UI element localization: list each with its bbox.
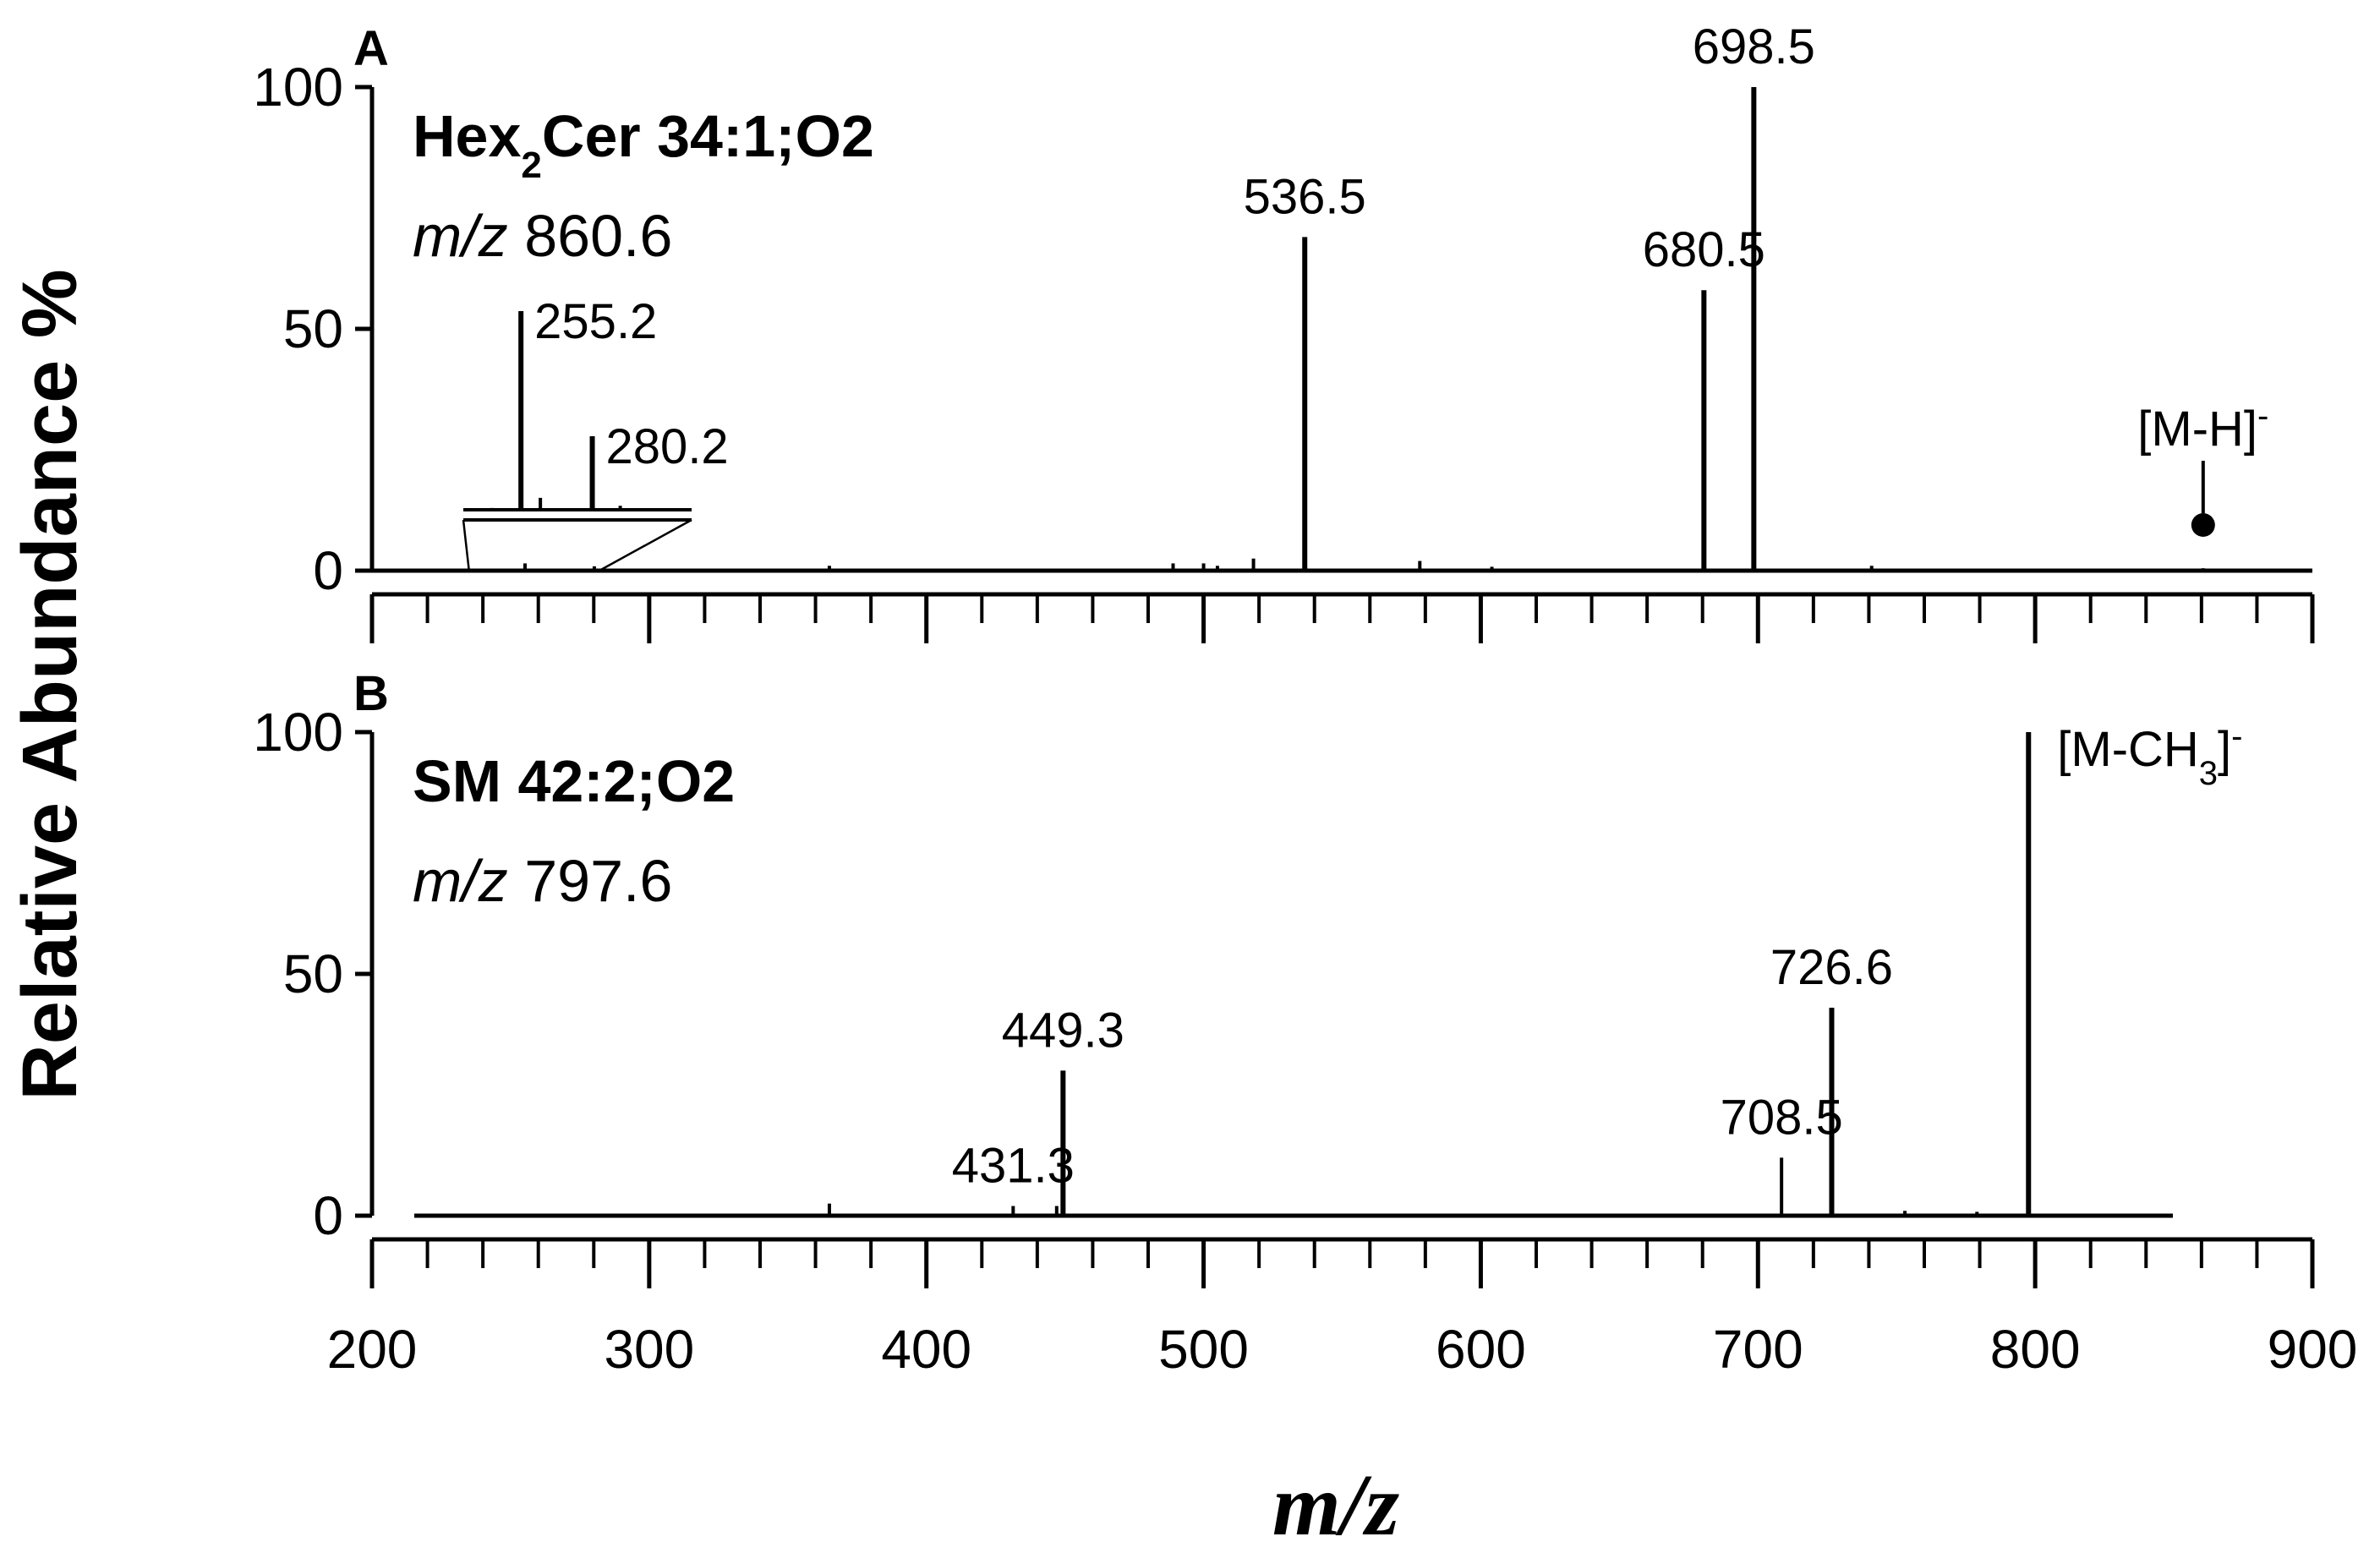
y-tick-label: 0 [313, 1185, 343, 1246]
x-tick-label: 800 [1990, 1319, 2081, 1380]
peak-label: 431.3 [952, 1139, 1075, 1194]
x-tick-label: 900 [2268, 1319, 2358, 1380]
y-tick-label: 100 [253, 702, 343, 763]
x-tick-label: 200 [327, 1319, 418, 1380]
peak-label: 449.3 [1002, 1003, 1124, 1058]
x-axis-label: m/z [1272, 1457, 1400, 1553]
panel-b: 0 50 100 431.3 449.3 708.5 726.6 B SM 42:2;O2 m/z… [253, 666, 2357, 1380]
peak-label: 726.6 [1770, 940, 1893, 995]
compound-title: Hex2Cer 34:1;O2 [413, 103, 874, 186]
zoom-connector [462, 519, 470, 571]
y-tick-label: 50 [283, 943, 343, 1004]
compound-title: SM 42:2;O2 [413, 748, 735, 814]
panel-letter: B [353, 666, 389, 721]
panel-a: 0 50 100 536.5 680.5 698.5 A Hex2Cer 34:1;O2 m/z… [253, 19, 2315, 643]
precursor-marker [2191, 513, 2215, 537]
x-tick-label: 400 [881, 1319, 971, 1380]
peak-label: 680.5 [1643, 222, 1765, 277]
precursor-label: [M-CH3]- [2057, 718, 2242, 792]
zoom-connector [599, 518, 692, 572]
peak-label: 536.5 [1244, 169, 1366, 224]
precursor-mz: m/z 797.6 [413, 848, 672, 914]
inset-peak-label: 280.2 [606, 419, 729, 474]
x-tick-label: 300 [604, 1319, 694, 1380]
y-tick-label: 0 [313, 540, 343, 601]
y-tick-label: 50 [283, 298, 343, 359]
x-tick-label: 600 [1436, 1319, 1526, 1380]
x-tick-label: 700 [1713, 1319, 1803, 1380]
panel-letter: A [353, 21, 389, 76]
precursor-mz: m/z 860.6 [413, 203, 672, 269]
y-tick-label: 100 [253, 57, 343, 118]
peak-label: 708.5 [1721, 1090, 1843, 1145]
y-axis-label: Relative Abundance % [7, 269, 93, 1100]
peak-label: 698.5 [1693, 19, 1815, 74]
inset-peak-label: 255.2 [534, 294, 657, 349]
precursor-label: [M-H]- [2137, 397, 2268, 457]
x-tick-label: 500 [1158, 1319, 1249, 1380]
